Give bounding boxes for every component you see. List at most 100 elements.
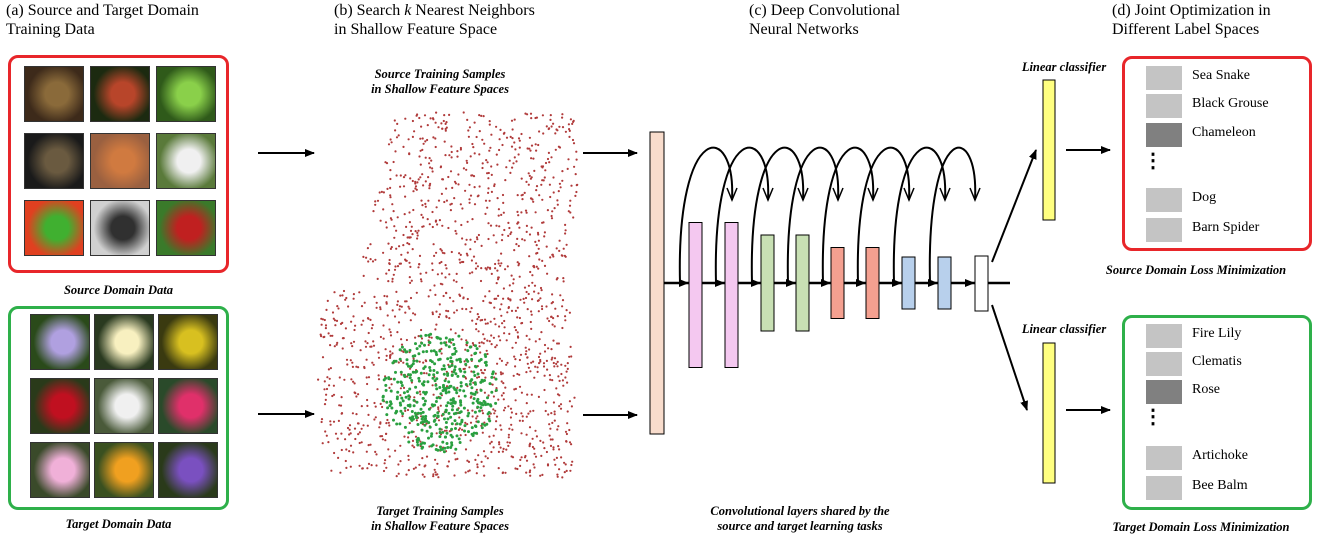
- target-sample-point: [459, 381, 463, 385]
- source-sample-point: [424, 205, 427, 208]
- target-sample-point: [394, 359, 398, 363]
- source-sample-point: [552, 448, 555, 451]
- source-sample-point: [352, 297, 355, 300]
- source-sample-point: [542, 441, 545, 444]
- source-sample-point: [389, 356, 392, 359]
- target-sample-point: [415, 400, 419, 404]
- source-sample-point: [358, 291, 361, 294]
- source-sample-point: [438, 262, 441, 265]
- source-sample-point: [509, 135, 512, 138]
- source-sample-point: [494, 409, 497, 412]
- source-sample-point: [331, 394, 334, 398]
- source-sample-point: [566, 362, 569, 365]
- source-sample-point: [400, 373, 403, 376]
- source-sample-point: [572, 142, 576, 145]
- source-sample-point: [421, 173, 424, 176]
- cartoon-photo: [24, 200, 84, 256]
- source-sample-point: [355, 395, 358, 398]
- source-sample-point: [554, 148, 557, 151]
- source-sample-point: [465, 252, 468, 255]
- source-sample-point: [482, 115, 485, 118]
- source-sample-point: [512, 278, 515, 281]
- source-sample-point: [445, 267, 448, 270]
- source-sample-point: [471, 409, 474, 412]
- source-sample-point: [549, 195, 552, 199]
- target-sample-point: [410, 430, 414, 434]
- source-sample-point: [353, 328, 356, 332]
- source-sample-point: [365, 450, 368, 453]
- source-sample-point: [503, 332, 506, 335]
- target-sample-point: [433, 379, 437, 383]
- target-sample-point: [455, 434, 459, 438]
- source-sample-point: [560, 363, 563, 366]
- source-sample-point: [561, 113, 564, 116]
- target-sample-point: [421, 445, 425, 449]
- source-sample-point: [500, 252, 503, 255]
- source-sample-point: [465, 238, 468, 241]
- target-sample-point: [419, 407, 423, 411]
- source-sample-point: [332, 393, 336, 396]
- source-sample-point: [488, 340, 491, 343]
- target-sample-point: [459, 360, 463, 364]
- source-sample-point: [419, 393, 422, 396]
- source-sample-point: [358, 441, 361, 445]
- skip-connection-arc: [678, 146, 734, 284]
- source-sample-point: [504, 471, 507, 474]
- source-sample-point: [496, 362, 499, 365]
- source-sample-point: [467, 129, 470, 132]
- source-sample-point: [483, 474, 486, 477]
- source-sample-point: [455, 280, 458, 283]
- source-sample-point: [535, 149, 538, 152]
- target-sample-point: [398, 357, 402, 361]
- target-sample-point: [454, 372, 458, 376]
- source-sample-point: [552, 339, 555, 342]
- source-sample-point: [519, 353, 523, 356]
- source-sample-point: [565, 469, 568, 472]
- source-sample-point: [541, 259, 544, 262]
- source-sample-point: [549, 114, 552, 117]
- source-sample-point: [528, 233, 532, 236]
- target-sample-point: [401, 399, 405, 403]
- source-sample-point: [351, 412, 354, 415]
- source-sample-point: [434, 137, 437, 140]
- source-sample-point: [344, 438, 347, 441]
- header-c-line1: (c) Deep Convolutional: [749, 2, 901, 19]
- source-sample-point: [384, 459, 387, 462]
- target-sample-point: [438, 427, 442, 431]
- source-sample-point: [556, 428, 559, 431]
- source-sample-point: [516, 335, 520, 338]
- source-sample-point: [328, 377, 331, 380]
- source-sample-point: [395, 229, 398, 232]
- source-sample-point: [527, 366, 531, 369]
- source-sample-point: [321, 318, 324, 321]
- source-sample-point: [324, 327, 327, 330]
- target-sample-point: [417, 352, 421, 356]
- source-sample-point: [556, 315, 559, 318]
- target-sample-point: [428, 366, 432, 369]
- source-sample-point: [562, 277, 565, 280]
- source-sample-point: [410, 225, 413, 228]
- source-sample-point: [497, 398, 500, 401]
- source-sample-point: [547, 413, 550, 416]
- source-sample-point: [342, 289, 346, 293]
- source-sample-point: [351, 361, 354, 364]
- target-samples-line2: in Shallow Feature Spaces: [371, 519, 509, 533]
- source-sample-point: [438, 313, 441, 316]
- source-sample-point: [483, 318, 487, 321]
- source-sample-point: [514, 399, 517, 402]
- source-sample-point: [385, 422, 388, 425]
- source-sample-point: [486, 172, 489, 175]
- source-sample-point: [482, 333, 485, 336]
- target-sample-point: [474, 351, 478, 355]
- source-sample-point: [478, 341, 481, 344]
- source-sample-point: [521, 238, 524, 241]
- target-sample-point: [410, 364, 414, 368]
- target-sample-point: [424, 417, 427, 421]
- source-sample-point: [420, 280, 423, 283]
- target-sample-point: [420, 428, 424, 432]
- source-sample-point: [455, 309, 458, 312]
- source-sample-point: [558, 182, 562, 185]
- source-sample-point: [528, 174, 531, 177]
- source-sample-point: [431, 170, 434, 173]
- source-sample-point: [502, 447, 505, 450]
